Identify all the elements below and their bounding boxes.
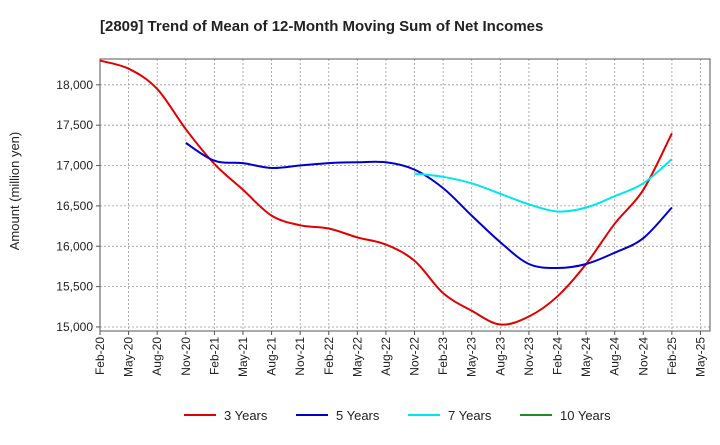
x-tick-label: Feb-20 (93, 337, 107, 375)
y-tick-label: 15,500 (56, 280, 93, 294)
y-tick-label: 15,000 (56, 320, 93, 334)
x-tick-label: Aug-23 (493, 337, 507, 376)
y-tick-label: 16,000 (56, 239, 93, 253)
x-tick-label: May-23 (465, 337, 479, 377)
legend-label-5-years: 5 Years (336, 408, 380, 423)
y-axis-label: Amount (million yen) (7, 132, 22, 251)
x-tick-label: Aug-20 (150, 337, 164, 376)
y-tick-label: 17,000 (56, 159, 93, 173)
y-tick-label: 16,500 (56, 199, 93, 213)
x-tick-label: Feb-21 (207, 337, 221, 375)
plot-area-border (99, 58, 711, 332)
y-tick-label: 17,500 (56, 118, 93, 132)
grid (100, 59, 710, 331)
x-tick-label: May-22 (350, 337, 364, 377)
x-tick-label: May-21 (236, 337, 250, 377)
series-lines (99, 59, 673, 326)
x-tick-label: Aug-21 (265, 337, 279, 376)
x-tick-label: Feb-23 (436, 337, 450, 375)
x-tick-label: May-24 (579, 337, 593, 377)
y-axis-ticks: 15,000 15,500 16,000 16,500 17,000 17,500 18,0… (56, 78, 100, 334)
x-tick-label: Nov-23 (522, 337, 536, 376)
series-line-5-years (185, 142, 673, 270)
series-line-7-years (414, 158, 673, 213)
legend-label-3-years: 3 Years (224, 408, 268, 423)
legend-label-7-years: 7 Years (448, 408, 492, 423)
chart-title: [2809] Trend of Mean of 12-Month Moving … (100, 18, 543, 35)
y-tick-label: 18,000 (56, 78, 93, 92)
x-tick-label: Feb-24 (551, 337, 565, 375)
x-tick-label: May-25 (694, 337, 708, 377)
x-tick-label: Feb-25 (665, 337, 679, 375)
x-axis-ticks: Feb-20 May-20 Aug-20 Nov-20 Feb-21 May-21 Aug-… (93, 331, 708, 377)
x-tick-label: Feb-22 (322, 337, 336, 375)
x-tick-label: May-20 (122, 337, 136, 377)
x-tick-label: Nov-22 (408, 337, 422, 376)
legend-label-10-years: 10 Years (560, 408, 611, 423)
legend: 3 Years 5 Years 7 Years 10 Years (184, 408, 611, 423)
x-tick-label: Aug-24 (608, 337, 622, 376)
x-tick-label: Aug-22 (379, 337, 393, 376)
x-tick-label: Nov-21 (293, 337, 307, 376)
series-line-3-years (99, 59, 673, 326)
x-tick-label: Nov-24 (636, 337, 650, 376)
x-tick-label: Nov-20 (179, 337, 193, 376)
